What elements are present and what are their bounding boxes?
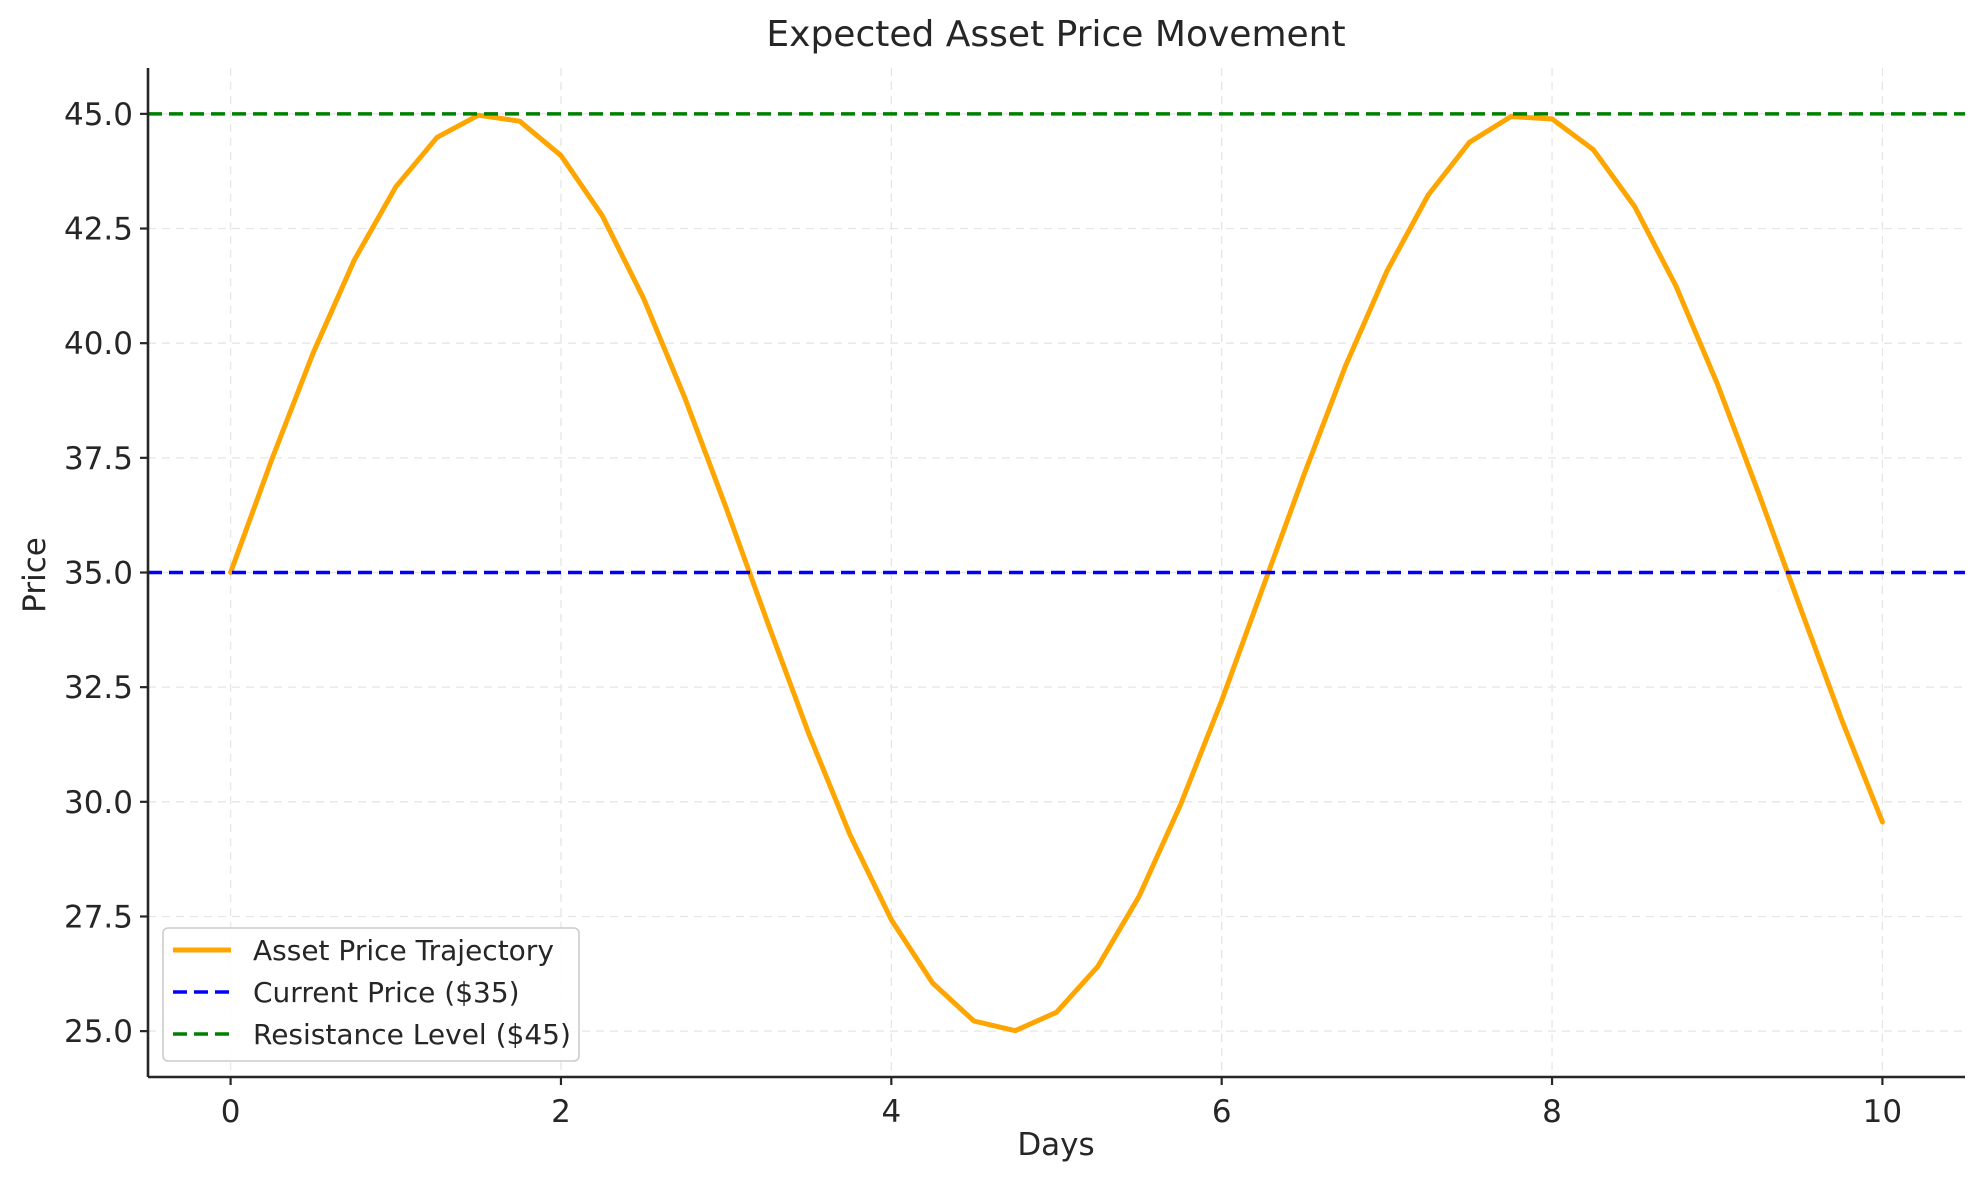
x-tick-label: 2 xyxy=(551,1094,571,1130)
x-axis-ticks: 0 2 4 6 8 10 xyxy=(221,1077,1902,1130)
y-tick-label: 42.5 xyxy=(64,212,133,248)
y-axis-label: Price xyxy=(17,537,53,613)
x-tick-label: 4 xyxy=(881,1094,901,1130)
x-tick-label: 10 xyxy=(1863,1094,1902,1130)
series-line-asset-price xyxy=(228,112,1885,1034)
legend-frame xyxy=(162,927,580,1062)
y-tick-label: 27.5 xyxy=(64,899,133,935)
y-tick-label: 30.0 xyxy=(64,785,133,821)
y-tick-label: 35.0 xyxy=(64,556,133,592)
y-tick-label: 37.5 xyxy=(64,441,133,477)
y-tick-label: 40.0 xyxy=(64,326,133,362)
chart-title: Expected Asset Price Movement xyxy=(766,14,1345,55)
legend: Asset Price Trajectory Current Price ($35… xyxy=(162,927,580,1062)
x-tick-label: 0 xyxy=(221,1094,241,1130)
x-axis-label: Days xyxy=(1017,1127,1094,1163)
series-layer xyxy=(148,112,1965,1034)
y-tick-label: 45.0 xyxy=(64,97,133,133)
legend-label: Asset Price Trajectory xyxy=(253,934,554,967)
legend-label: Current Price ($35) xyxy=(253,976,520,1009)
y-tick-label: 25.0 xyxy=(64,1014,133,1050)
x-tick-label: 6 xyxy=(1212,1094,1232,1130)
y-axis-ticks: 25.0 27.5 30.0 32.5 35.0 37.5 40.0 42.5 45.0 xyxy=(64,97,148,1050)
legend-label: Resistance Level ($45) xyxy=(253,1018,571,1051)
x-tick-label: 8 xyxy=(1542,1094,1562,1130)
y-tick-label: 32.5 xyxy=(64,670,133,706)
